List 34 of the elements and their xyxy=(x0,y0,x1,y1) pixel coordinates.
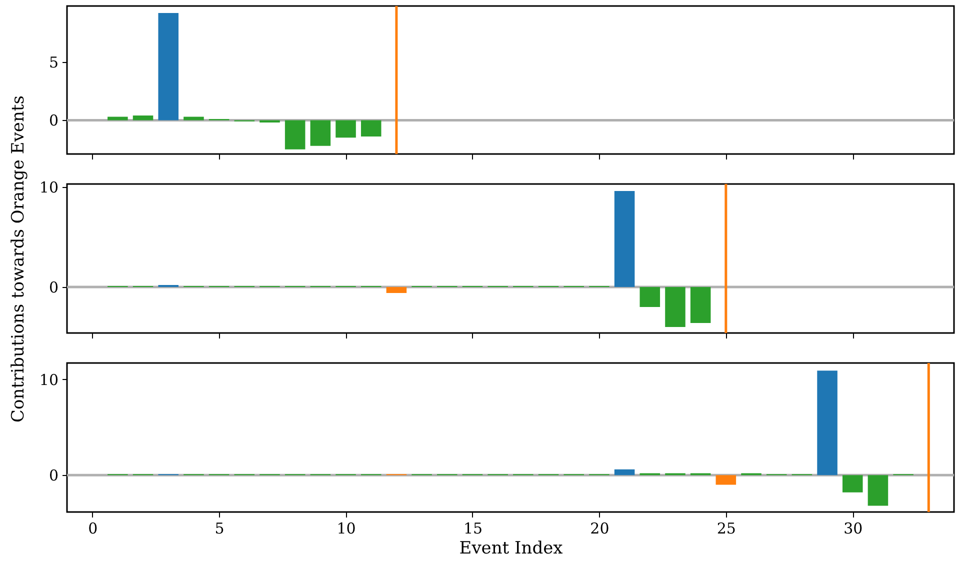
bar xyxy=(184,116,204,120)
bar xyxy=(260,120,280,123)
bar xyxy=(817,370,838,476)
bar xyxy=(310,120,331,146)
bar xyxy=(716,475,736,485)
bar xyxy=(158,12,179,120)
x-tick-label: 25 xyxy=(716,520,736,538)
bar xyxy=(132,116,154,120)
bar xyxy=(284,120,306,150)
y-tick-label: 5 xyxy=(48,53,58,72)
y-tick-label: 0 xyxy=(48,466,58,485)
y-tick-label: 10 xyxy=(39,178,58,196)
x-tick-label: 10 xyxy=(336,520,356,538)
x-tick-label: 15 xyxy=(463,520,483,538)
bar xyxy=(614,469,635,476)
bar xyxy=(614,191,635,287)
bar xyxy=(868,475,888,506)
bar xyxy=(842,475,863,492)
bar xyxy=(360,120,382,137)
x-axis-title: Event Index xyxy=(459,538,564,558)
bar xyxy=(665,287,686,327)
x-tick-label: 20 xyxy=(590,520,610,538)
y-tick-label: 10 xyxy=(39,370,58,389)
bar xyxy=(386,287,407,293)
bar xyxy=(640,287,660,307)
x-tick-label: 30 xyxy=(844,520,863,538)
y-axis-title: Contributions towards Orange Events xyxy=(8,96,28,422)
x-tick-label: 0 xyxy=(88,520,98,538)
y-tick-label: 0 xyxy=(48,112,58,130)
x-tick-label: 5 xyxy=(214,520,224,538)
bar xyxy=(108,116,128,120)
y-tick-label: 0 xyxy=(48,278,58,296)
bar xyxy=(690,287,711,323)
bar xyxy=(336,120,356,138)
